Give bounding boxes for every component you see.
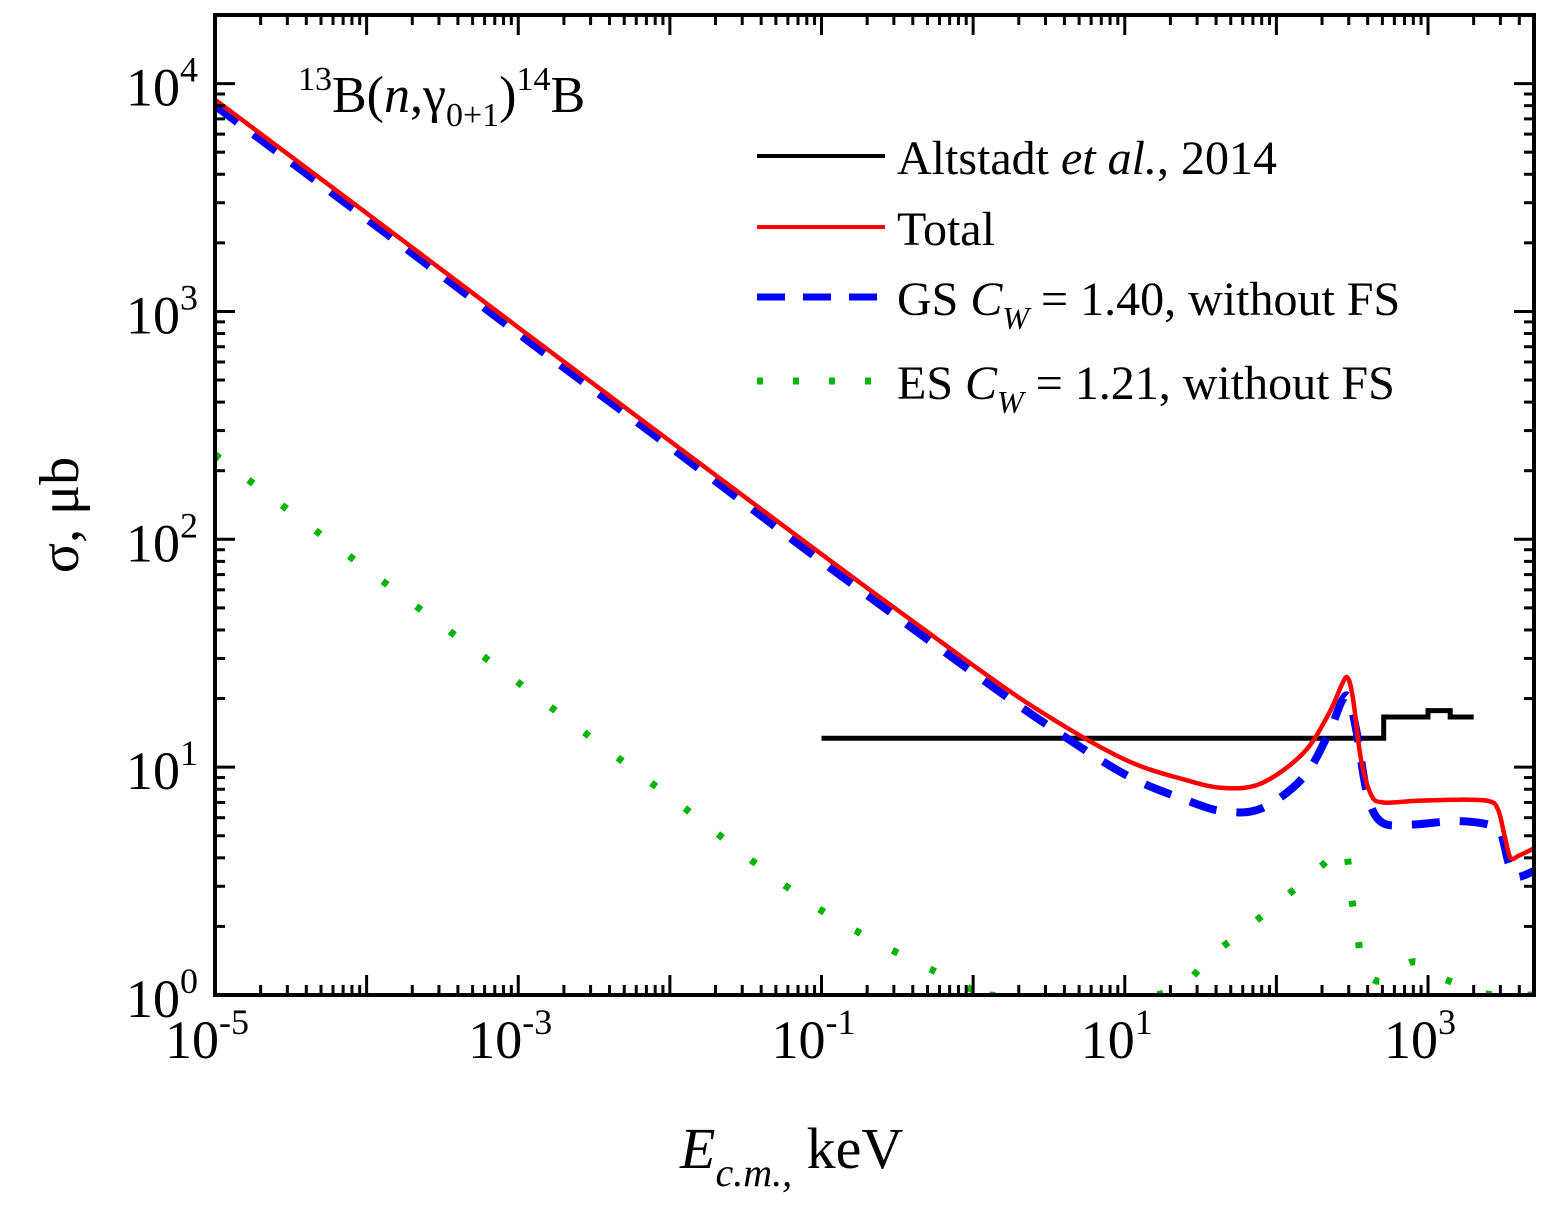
x-tick-label: 101: [1081, 1002, 1153, 1070]
series-layer: [215, 97, 1534, 995]
legend-label-gs: GS CW = 1.40, without FS: [897, 273, 1400, 336]
y-axis-label: σ, μb: [29, 457, 91, 573]
x-tick-labels: 10-5 10-3 10-1 101 103: [165, 1002, 1456, 1070]
y-tick-label: 104: [126, 50, 198, 118]
legend-label-es: ES CW = 1.21, without FS: [897, 357, 1395, 420]
es-series: [215, 451, 1534, 995]
x-tick-label: 10-3: [468, 1002, 552, 1070]
y-tick-label: 100: [126, 961, 198, 1029]
legend: Altstadt et al., 2014 Total GS CW = 1.40…: [757, 132, 1400, 420]
x-tick-label: 103: [1384, 1002, 1456, 1070]
reaction-title: 13B(n,γ0+1)14B: [298, 61, 585, 134]
x-axis-label: Ec.m., keV: [679, 1116, 903, 1195]
ticks-layer: [213, 13, 1536, 997]
y-tick-label: 101: [126, 733, 198, 801]
y-tick-labels: 100 101 102 103 104: [126, 50, 198, 1029]
legend-label-altstadt: Altstadt et al., 2014: [897, 132, 1277, 185]
y-tick-label: 102: [126, 505, 198, 573]
plot-frame: [213, 13, 1536, 997]
total-series: [215, 97, 1534, 862]
legend-label-total: Total: [897, 203, 995, 256]
y-tick-label: 103: [126, 277, 198, 345]
x-tick-label: 10-5: [165, 1002, 249, 1070]
gs-series: [215, 102, 1534, 882]
x-tick-label: 10-1: [772, 1002, 856, 1070]
altstadt-series: [821, 708, 1474, 741]
